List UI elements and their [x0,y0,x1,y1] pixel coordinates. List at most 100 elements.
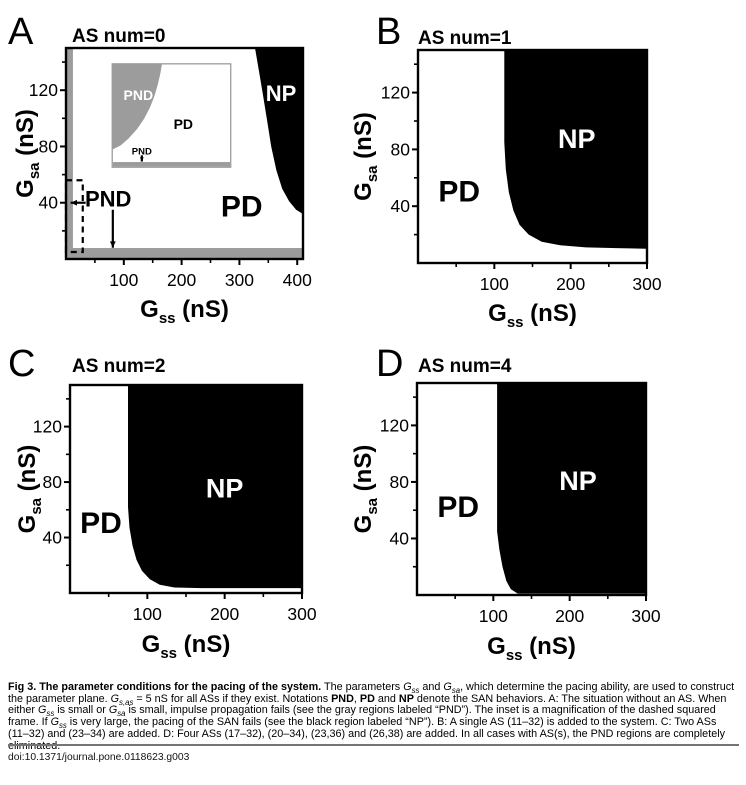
pnd-left-region-a [66,48,73,259]
y-tick-label: 120 [29,80,58,100]
y-axis-label-d: Gsa (nS) [350,445,381,534]
y-tick-label: 80 [43,472,63,492]
region-label-np-a: NP [266,81,297,106]
caption-segment: ss [46,709,55,719]
y-tick-label: 40 [390,528,410,548]
caption-segment: G [403,681,412,693]
caption-segment: G [50,716,60,729]
caption-segment: The parameters [321,681,404,693]
x-tick-label: 300 [632,274,661,294]
np-region-c [128,385,302,589]
x-axis-label-a: Gss (nS) [140,296,229,327]
panel-a: PND PD PND 100 200 300 400 40 80 120 Gss (nS) Gsa (… [12,46,312,327]
caption-segment: G [443,681,452,693]
region-label-pnd-a: PND [85,186,131,211]
pnd-bottom-region-a [66,248,303,259]
np-region-b [504,50,647,249]
caption-segment: G [38,704,47,717]
x-tick-label: 300 [225,270,254,290]
x-tick-label: 200 [555,606,584,626]
caption-segment: and [374,692,399,705]
caption-segment: ss [411,686,420,696]
panel-d-title: AS num=4 [418,356,512,377]
y-tick-label: 120 [381,83,410,103]
region-label-pd-d: PD [437,491,479,524]
caption-segment: PD [359,692,375,705]
inset-label-pnd-0: PND [124,87,154,103]
x-tick-label: 400 [283,270,312,290]
caption-segment: sa [451,686,461,696]
inset-pnd-bottom-strip [112,162,231,167]
x-tick-label: 100 [480,274,509,294]
caption-segment: is small or [54,704,109,717]
caption-segment: = 5 nS for all ASs if they exist. Notati… [133,692,332,705]
region-label-pd-a: PD [221,190,263,223]
y-tick-label: 120 [380,415,409,435]
panel-d: 100 200 300 40 80 120 Gss (nS) Gsa (nS) PD NP [350,381,661,664]
inset-label-pnd-2: PND [132,147,152,158]
x-tick-label: 100 [109,270,138,290]
caption-segment: NP [398,692,414,705]
panel-a-title: AS num=0 [72,26,166,47]
region-label-pd-c: PD [80,507,122,540]
panel-c-letter: C [8,343,36,385]
caption-segment: , which determine the pacing ability, ar… [8,681,735,705]
x-tick-label: 300 [287,604,316,624]
x-tick-label: 200 [167,270,196,290]
inset-pnd-region [112,63,162,150]
panel-a-letter: A [8,11,34,53]
x-axis-label-b: Gss (nS) [488,300,577,331]
x-tick-label: 100 [133,604,162,624]
y-tick-label: 40 [391,196,411,216]
y-axis-label-c: Gsa (nS) [14,445,45,534]
y-axis-label-a: Gsa (nS) [12,109,43,198]
x-tick-label: 200 [210,604,239,624]
caption-segment: denote the SAN behaviors. A: The situati… [8,692,727,717]
caption-segment: s,as [119,697,134,707]
caption-segment: Fig 3. The parameter conditions for the … [8,681,322,693]
panel-d-letter: D [376,343,404,385]
figure-caption: Fig 3. The parameter conditions for the … [8,681,740,752]
x-tick-label: 300 [631,606,660,626]
panel-c: 100 200 300 40 80 120 Gss (nS) Gsa (nS) PD NP [14,383,317,662]
caption-segment: PND [331,692,354,705]
caption-segment: and [419,681,444,693]
doi-text: doi:10.1371/journal.pone.0118623.g003 [8,752,190,763]
pnd-arrow-1-head [110,241,116,248]
x-tick-label: 200 [556,274,585,294]
region-label-pd-b: PD [438,175,480,208]
caption-divider [8,744,739,746]
y-tick-label: 80 [39,136,59,156]
y-axis-label-b: Gsa (nS) [350,112,381,201]
panel-b: 100 200 300 40 80 120 Gss (nS) Gsa (nS) PD NP [350,48,662,331]
y-tick-label: 120 [33,417,62,437]
panel-b-title: AS num=1 [418,28,512,49]
y-tick-label: 80 [390,472,410,492]
pnd-arrow-0-head [70,199,77,206]
caption-segment: ss [59,721,67,731]
x-axis-label-d: Gss (nS) [487,633,576,664]
inset-label-pd-1: PD [174,116,193,132]
caption-segment: , [353,692,360,705]
x-axis-label-c: Gss (nS) [142,631,231,662]
caption-segment: G [110,692,120,705]
y-tick-label: 40 [43,528,63,548]
caption-segment: G [108,704,118,717]
region-label-np-c: NP [206,473,244,503]
region-label-np-b: NP [558,124,596,154]
caption-segment: is very large, the pacing of the SAN fai… [8,716,725,751]
caption-text: Fig 3. The parameter conditions for the … [8,681,734,752]
np-region-d [497,383,646,594]
inset-pnd-arrow-head [140,157,144,162]
plot-border-a [64,46,305,261]
panel-b-letter: B [376,11,402,53]
x-tick-label: 100 [479,606,508,626]
np-region-a [255,48,303,214]
figure-panels-svg: PND PD PND 100 200 300 400 40 80 120 Gss (nS) Gsa (… [12,46,662,664]
panel-c-title: AS num=2 [72,356,166,377]
inset-a: PND PD PND [111,63,232,168]
y-tick-label: 80 [391,139,411,159]
y-tick-label: 40 [39,193,59,213]
caption-segment: sa [117,709,126,719]
